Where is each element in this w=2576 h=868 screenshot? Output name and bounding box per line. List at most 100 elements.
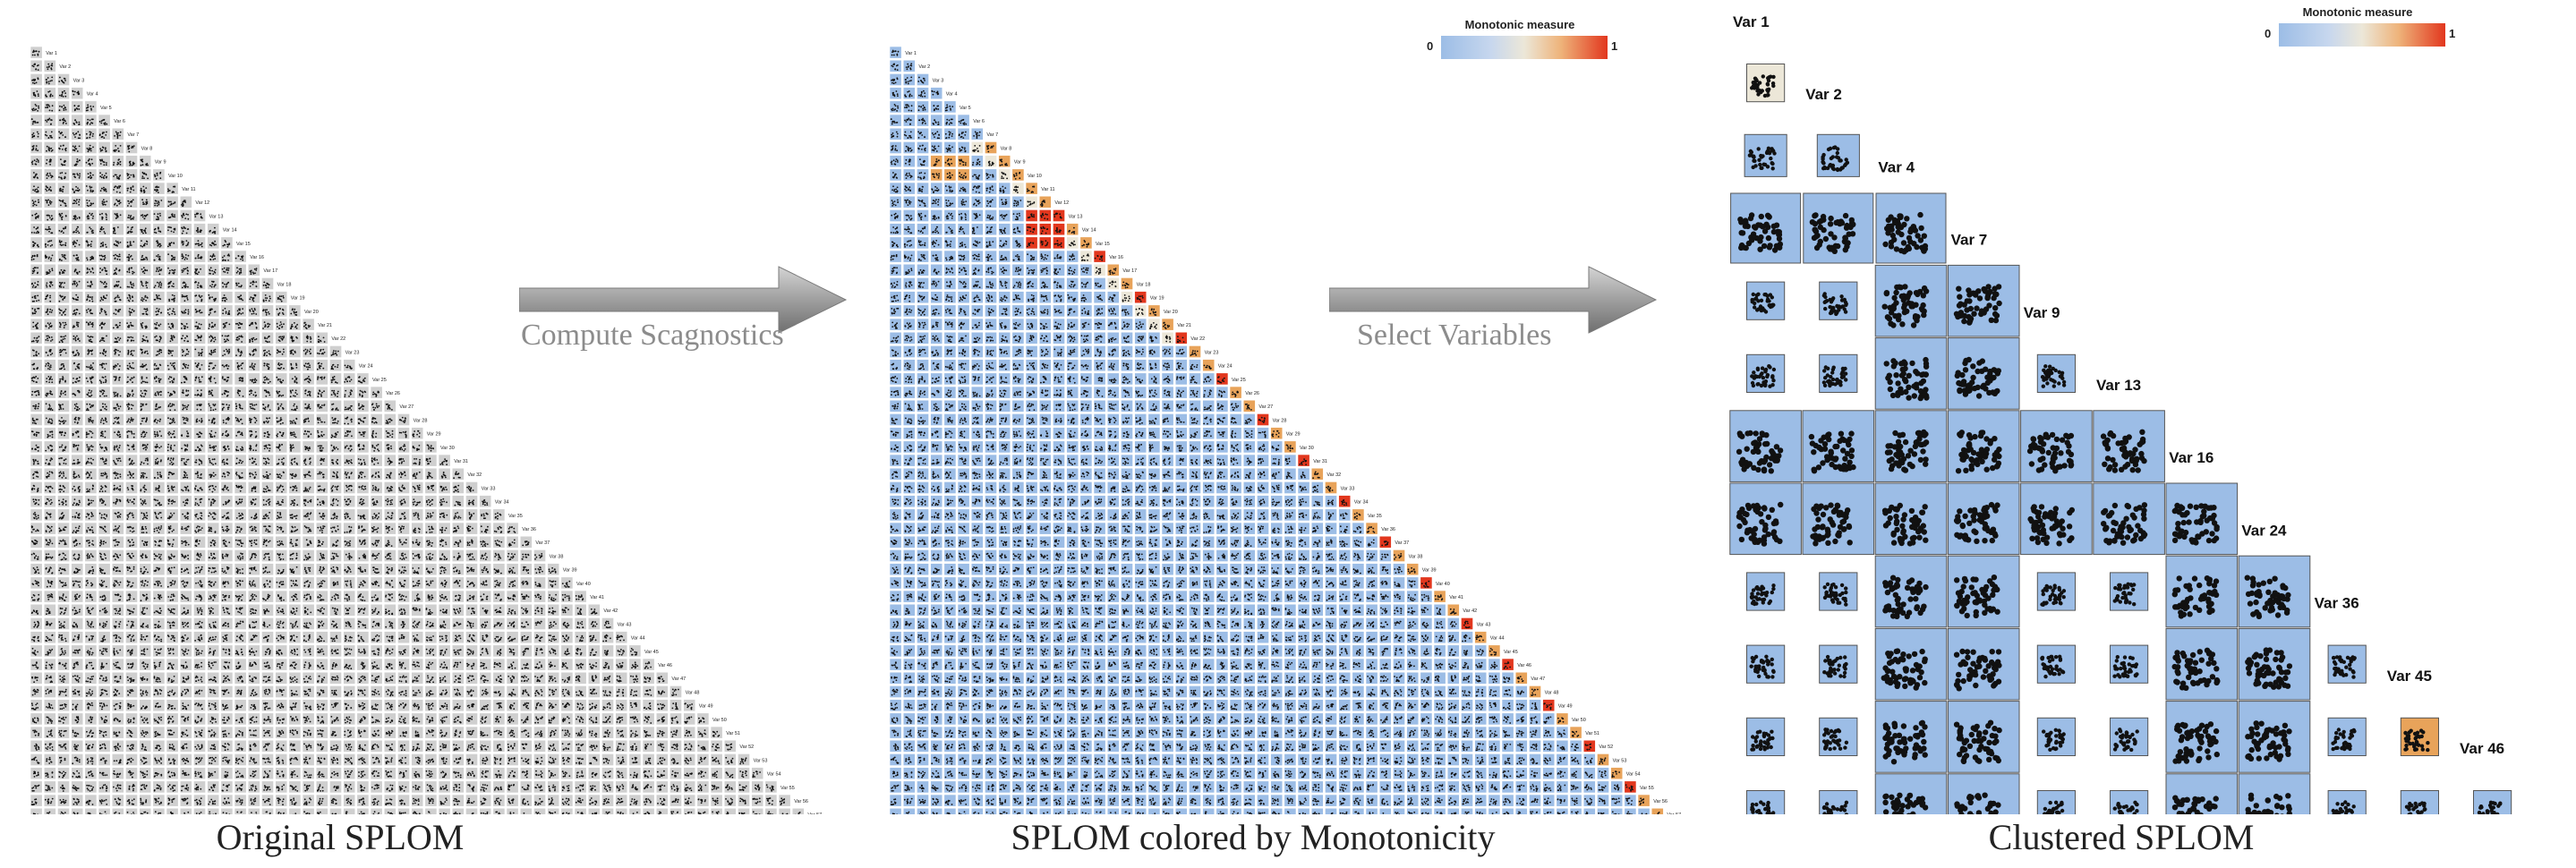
splom-cell <box>944 536 956 548</box>
splom-cell <box>57 141 69 153</box>
splom-cell <box>1298 713 1309 725</box>
splom-cell <box>1393 672 1404 684</box>
splom-cell <box>221 305 233 317</box>
splom-cell <box>1175 373 1187 385</box>
splom-cell <box>112 591 124 602</box>
splom-cell <box>208 319 219 330</box>
splom-cell <box>985 224 996 235</box>
splom-cell <box>1570 753 1582 765</box>
splom-cell <box>1271 441 1283 453</box>
splom-cell <box>548 645 559 657</box>
splom-cell <box>958 713 969 725</box>
variable-label: Var 26 <box>1245 391 1259 396</box>
splom-cell <box>575 740 586 752</box>
splom-cell <box>629 768 641 779</box>
splom-cell <box>180 523 192 534</box>
clustered-splom-cell <box>2401 791 2438 815</box>
splom-cell <box>575 713 586 725</box>
splom-cell <box>507 740 518 752</box>
splom-cell <box>1625 808 1636 814</box>
splom-cell <box>140 481 151 493</box>
splom-cell <box>1203 659 1215 670</box>
splom-cell <box>1080 536 1092 548</box>
splom-cell <box>425 509 437 521</box>
splom-cell <box>1189 591 1200 602</box>
splom-cell <box>1162 523 1173 534</box>
splom-cell <box>248 740 260 752</box>
variable-label: Var 8 <box>1001 146 1012 151</box>
splom-cell <box>208 549 219 561</box>
splom-cell <box>1080 428 1092 439</box>
splom-cell <box>1162 713 1173 725</box>
splom-cell <box>1557 713 1568 725</box>
splom-cell <box>30 523 42 534</box>
splom-cell <box>166 468 178 480</box>
splom-cell <box>1407 604 1419 616</box>
splom-cell <box>1379 577 1391 589</box>
splom-cell <box>601 727 613 738</box>
splom-cell <box>166 672 178 684</box>
splom-cell <box>1012 373 1024 385</box>
splom-cell <box>384 509 396 521</box>
splom-cell <box>371 795 382 806</box>
splom-cell <box>1012 319 1024 330</box>
splom-cell <box>452 700 464 711</box>
splom-cell <box>329 685 341 697</box>
clustered-splom-cell <box>1875 338 1947 410</box>
clustered-splom-panel: Var 1 Var 2 Var 4 Var 7 Var 9 Var 13 Var 16 Var… <box>1692 0 2576 805</box>
splom-cell <box>1393 591 1404 602</box>
splom-cell <box>412 523 423 534</box>
splom-cell <box>276 577 287 589</box>
splom-cell <box>1026 808 1037 814</box>
splom-cell <box>480 795 491 806</box>
splom-cell <box>303 509 314 521</box>
splom-cell <box>235 795 246 806</box>
splom-cell <box>958 549 969 561</box>
splom-cell <box>890 713 901 725</box>
splom-cell <box>1597 768 1608 779</box>
splom-cell <box>1325 523 1336 534</box>
splom-cell <box>85 373 97 385</box>
splom-cell <box>316 360 328 371</box>
splom-cell <box>1053 224 1064 235</box>
splom-cell <box>1026 577 1037 589</box>
splom-cell <box>1012 441 1024 453</box>
splom-cell <box>1053 509 1064 521</box>
splom-cell <box>329 441 341 453</box>
splom-cell <box>1162 700 1173 711</box>
clustered-splom-cell <box>2037 573 2075 610</box>
splom-cell <box>1257 617 1268 629</box>
splom-cell <box>1135 645 1147 657</box>
splom-cell <box>425 468 437 480</box>
splom-cell <box>112 441 124 453</box>
splom-cell <box>1366 808 1378 814</box>
splom-cell <box>1434 645 1446 657</box>
splom-cell <box>289 332 301 344</box>
splom-cell <box>1053 632 1064 643</box>
splom-cell <box>1121 564 1132 575</box>
variable-label: Var 6 <box>114 119 125 124</box>
splom-cell <box>890 183 901 194</box>
splom-cell <box>890 604 901 616</box>
splom-cell <box>1094 387 1105 398</box>
splom-cell <box>1067 441 1079 453</box>
splom-cell <box>561 604 573 616</box>
splom-cell <box>44 564 55 575</box>
splom-cell <box>248 632 260 643</box>
splom-cell <box>1352 713 1364 725</box>
splom-cell <box>235 564 246 575</box>
splom-cell <box>903 251 915 262</box>
splom-cell <box>480 591 491 602</box>
splom-cell <box>1529 808 1540 814</box>
splom-cell <box>1053 455 1064 466</box>
variable-label: Var 25 <box>1232 378 1246 383</box>
splom-cell <box>1094 305 1105 317</box>
splom-cell <box>57 441 69 453</box>
splom-cell <box>384 536 396 548</box>
splom-cell <box>1148 795 1160 806</box>
splom-cell <box>1583 795 1595 806</box>
splom-cell <box>1271 604 1283 616</box>
splom-cell <box>1094 455 1105 466</box>
splom-cell <box>452 781 464 793</box>
splom-cell <box>425 441 437 453</box>
